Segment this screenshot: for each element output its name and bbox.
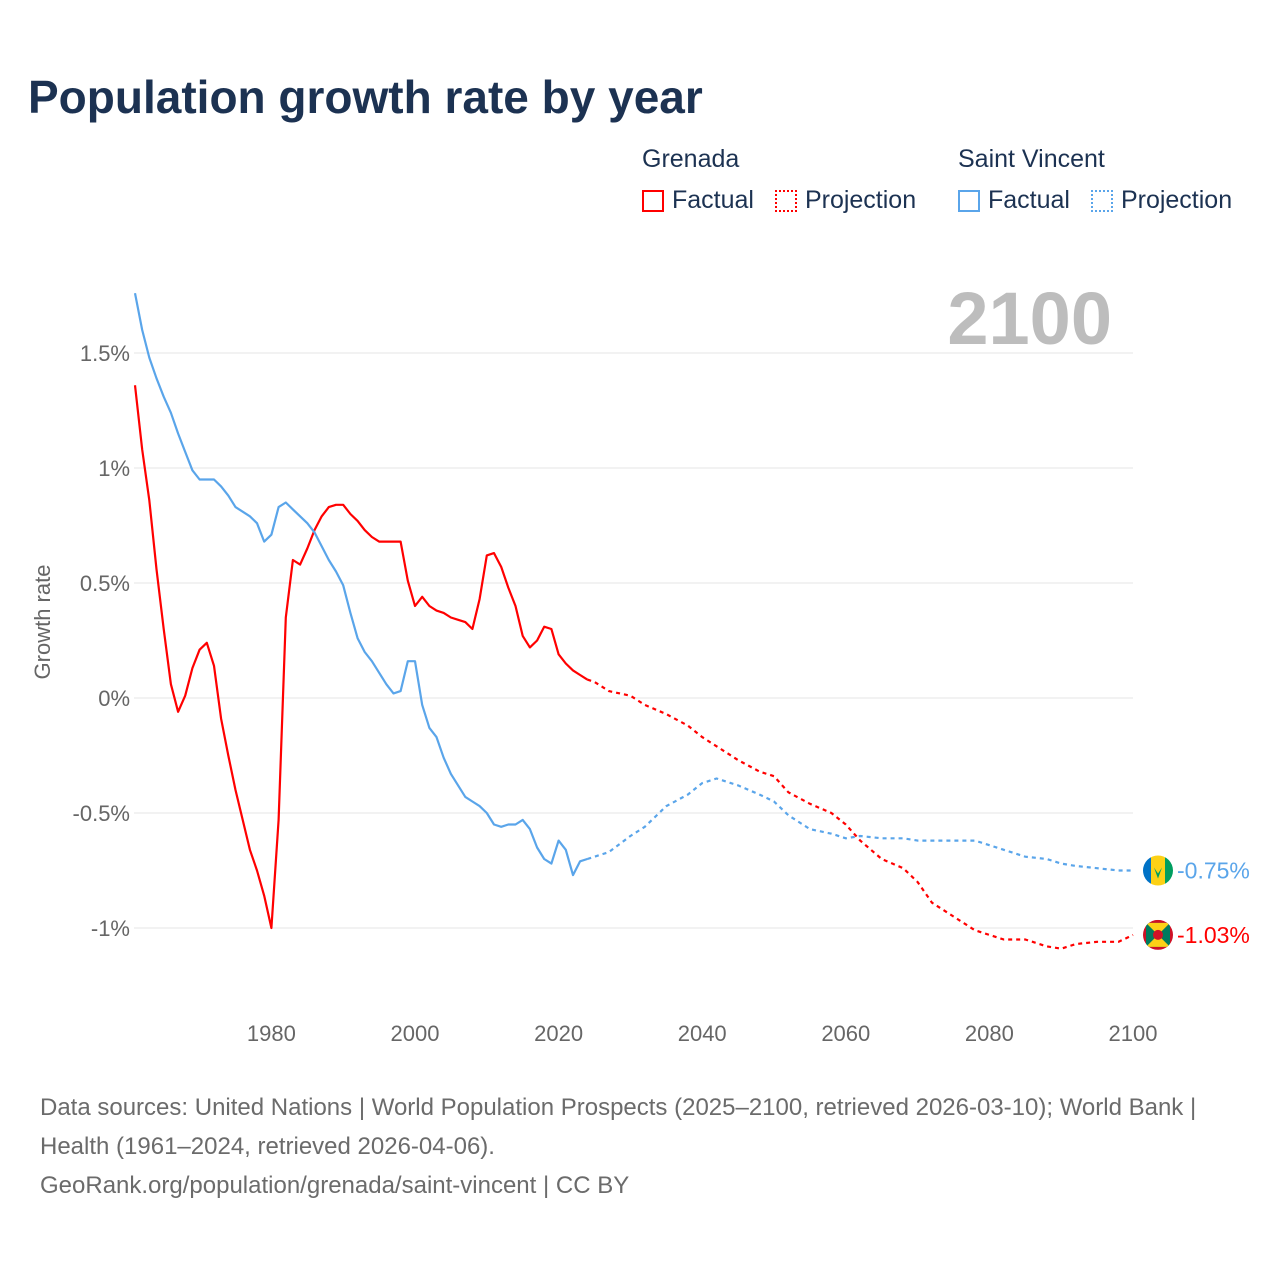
y-tick-label: 0.5% — [80, 571, 130, 596]
legend-label: Projection — [1120, 186, 1233, 214]
saint-vincent-factual-line — [133, 292, 588, 877]
solid-swatch-icon — [958, 189, 980, 212]
y-tick-label: -0.5% — [73, 801, 130, 826]
y-axis-label: Growth rate — [30, 565, 55, 680]
legend-label: Factual — [672, 186, 754, 214]
y-tick-label: 1% — [98, 456, 130, 481]
x-tick-label: 2000 — [391, 1021, 440, 1046]
saint-vincent-flag-icon — [1143, 855, 1173, 886]
legend-group-name: Grenada — [642, 145, 740, 173]
x-tick-label: 2100 — [1109, 1021, 1158, 1046]
legend-grenada: Grenada Factual Projection — [642, 145, 930, 219]
saint-vincent-projection-line — [586, 777, 1133, 872]
grenada-projection-line — [586, 678, 1134, 950]
grenada-flag-icon — [1143, 919, 1173, 950]
chart-title: Population growth rate by year — [28, 71, 703, 123]
x-tick-label: 1980 — [247, 1021, 296, 1046]
legend-label: Projection — [804, 186, 917, 214]
source-link[interactable]: GeoRank.org/population/grenada/saint-vin… — [40, 1172, 630, 1199]
line-chart: -1% -0.5% 0% 0.5% 1% 1.5% 1980 2000 2020 2040 2060… — [30, 292, 1250, 1046]
legend-group-name: Saint Vincent — [958, 145, 1105, 173]
legend-saint-vincent-factual[interactable]: Factual — [958, 186, 1070, 215]
legend-grenada-factual[interactable]: Factual — [642, 186, 754, 215]
x-tick-label: 2080 — [965, 1021, 1014, 1046]
legend-grenada-projection[interactable]: Projection — [774, 186, 917, 215]
footer: Data sources: United Nations | World Pop… — [40, 1088, 1240, 1205]
x-tick-label: 2060 — [821, 1021, 870, 1046]
solid-swatch-icon — [642, 189, 664, 212]
dotted-swatch-icon — [774, 189, 797, 212]
x-tick-label: 2040 — [678, 1021, 727, 1046]
y-tick-label: -1% — [91, 916, 130, 941]
y-tick-label: 1.5% — [80, 341, 130, 366]
x-tick-label: 2020 — [534, 1021, 583, 1046]
data-sources: Data sources: United Nations | World Pop… — [40, 1094, 1197, 1160]
saint-vincent-end-label: -0.75% — [1177, 858, 1250, 884]
dotted-swatch-icon — [1090, 189, 1113, 212]
legend-saint-vincent-projection[interactable]: Projection — [1090, 186, 1233, 215]
current-year-label: 2100 — [947, 277, 1112, 360]
legend-saint-vincent: Saint Vincent Factual Projection — [958, 145, 1246, 219]
grenada-factual-line — [133, 385, 588, 930]
y-tick-label: 0% — [98, 686, 130, 711]
legend-label: Factual — [988, 186, 1070, 214]
grenada-end-label: -1.03% — [1177, 922, 1250, 948]
